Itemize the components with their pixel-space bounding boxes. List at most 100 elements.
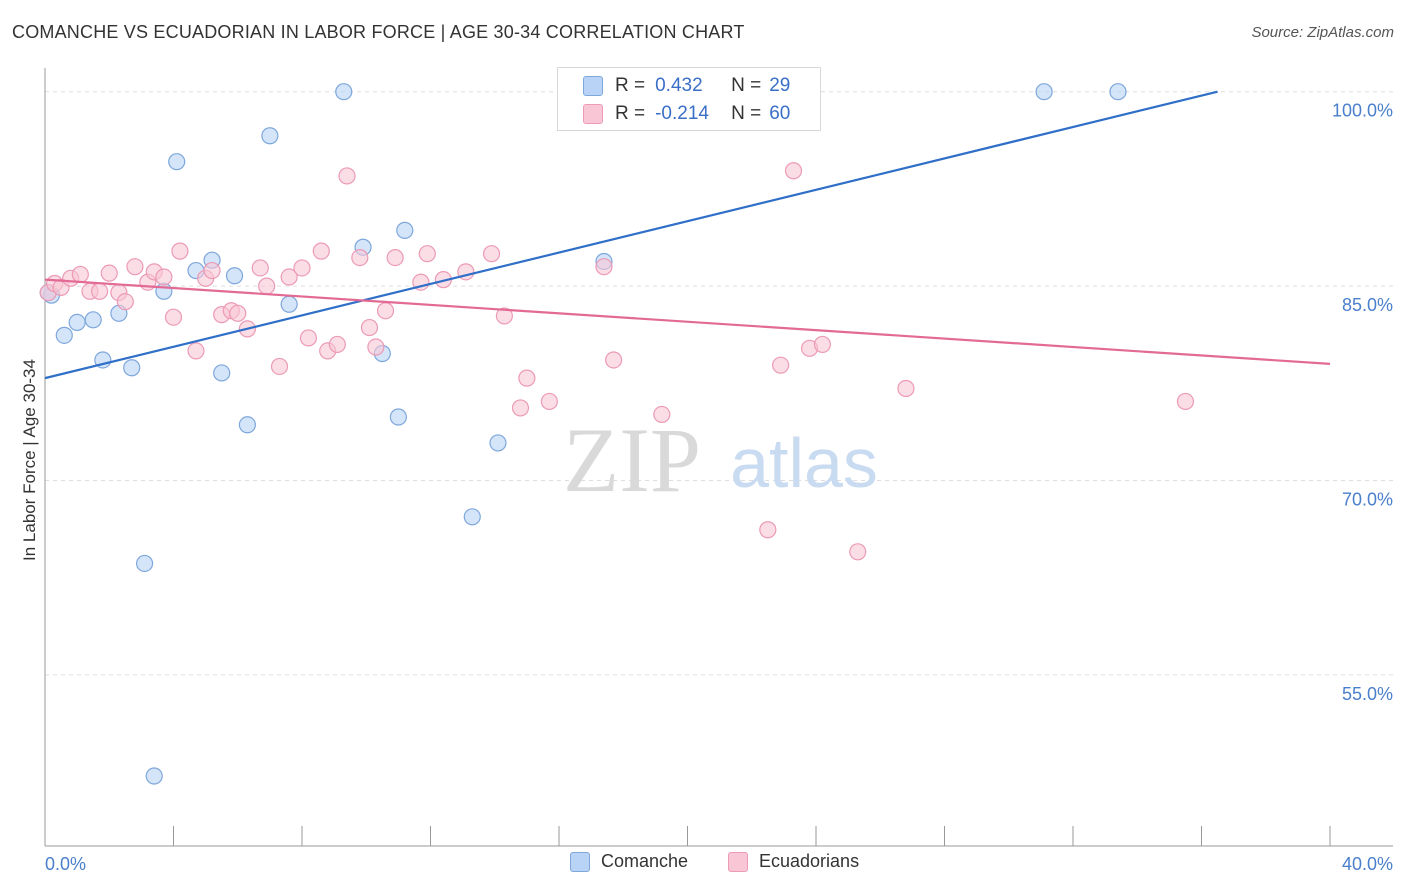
- comanche-point: [389, 408, 407, 426]
- ecuadorian-point: [511, 399, 530, 417]
- ecuadorian-point: [164, 308, 183, 326]
- ecuadorian-point: [270, 357, 289, 376]
- n-label: N =: [731, 103, 762, 124]
- r-value: -0.214: [655, 103, 709, 124]
- ecuadorian-point: [813, 335, 832, 354]
- n-value: 60: [769, 103, 791, 124]
- stats-box: R = 0.432 N = 29 R = -0.214 N = 60: [557, 67, 821, 131]
- comanche-point: [68, 313, 86, 331]
- ecuadorian-point: [338, 167, 356, 185]
- data-points: [39, 83, 1195, 785]
- gridlines: [45, 91, 1393, 676]
- comanche-point: [168, 153, 186, 171]
- ecuadorians-legend-swatch: [728, 851, 748, 872]
- comanche-point: [1109, 83, 1127, 101]
- ecuadorian-point: [849, 543, 867, 561]
- ecuadorian-point: [386, 248, 404, 267]
- ecuadorian-point: [759, 521, 777, 539]
- legend-item-ecuadorians[interactable]: Ecuadorians: [728, 851, 859, 872]
- x-tick-label: 0.0%: [45, 854, 86, 874]
- ecuadorian-point: [351, 248, 369, 267]
- ecuadorian-point: [293, 259, 311, 277]
- legend: Comanche Ecuadorians: [0, 851, 1406, 877]
- ecuadorian-point: [258, 277, 276, 295]
- ecuadorian-point: [187, 342, 205, 360]
- comanche-point: [155, 282, 173, 300]
- ecuadorian-point: [71, 265, 89, 284]
- ecuadorian-point: [91, 282, 109, 300]
- comanche-point: [135, 554, 154, 573]
- n-value: 29: [769, 75, 791, 96]
- ecuadorian-point: [772, 356, 790, 374]
- axes: [44, 68, 1393, 847]
- trend-lines: [44, 90, 1331, 380]
- x-tick-label: 40.0%: [1342, 854, 1393, 874]
- ecuadorian-point: [229, 304, 247, 322]
- comanche-point: [225, 267, 244, 285]
- ecuadorian-point: [312, 242, 330, 260]
- ecuadorians-swatch: [583, 104, 603, 124]
- y-tick-label: 85.0%: [1342, 295, 1393, 315]
- tick-labels: 55.0% 70.0% 85.0% 100.0% 0.0% 40.0%: [45, 101, 1393, 874]
- comanche-point: [55, 326, 73, 344]
- ecuadorian-point: [251, 259, 269, 277]
- ecuadorian-point: [605, 351, 623, 369]
- comanche-point: [1035, 83, 1053, 101]
- legend-item-comanche[interactable]: Comanche: [570, 851, 688, 872]
- watermark-zip: ZIP: [563, 409, 701, 511]
- n-label: N =: [731, 75, 762, 96]
- ecuadorian-point: [482, 245, 501, 263]
- ecuadorian-point: [784, 162, 803, 180]
- ecuadorian-point: [360, 318, 379, 337]
- ecuadorian-point: [299, 329, 318, 347]
- y-tick-label: 55.0%: [1342, 684, 1393, 704]
- ecuadorian-point: [518, 369, 536, 387]
- chart-title: COMANCHE VS ECUADORIAN IN LABOR FORCE | …: [12, 22, 745, 42]
- r-label: R =: [615, 103, 646, 124]
- comanche-swatch: [583, 76, 603, 96]
- ecuadorian-point: [126, 258, 144, 276]
- ecuadorian-point: [653, 405, 671, 424]
- comanche-point: [84, 311, 102, 329]
- comanche-point: [213, 364, 231, 382]
- legend-label-comanche: Comanche: [601, 851, 689, 871]
- watermark-atlas: atlas: [730, 424, 878, 502]
- legend-label-ecuadorians: Ecuadorians: [759, 851, 860, 871]
- ecuadorian-point: [897, 379, 915, 398]
- comanche-point: [238, 416, 256, 434]
- comanche-point: [123, 359, 141, 377]
- ecuadorian-point: [155, 268, 173, 286]
- comanche-point: [463, 508, 481, 526]
- ecuadorian-point: [495, 307, 513, 325]
- stats-row-comanche: R = 0.432 N = 29: [558, 73, 790, 99]
- ecuadorian-point: [280, 268, 298, 286]
- r-value: 0.432: [655, 75, 703, 96]
- comanche-point: [145, 767, 163, 785]
- ecuadorian-point: [367, 338, 385, 356]
- comanche-point: [396, 221, 414, 239]
- ecuadorian-point: [540, 392, 558, 411]
- ecuadorian-trend-line: [44, 278, 1331, 365]
- ecuadorian-point: [116, 293, 134, 311]
- comanche-trend-line: [44, 90, 1218, 380]
- ecuadorian-point: [203, 261, 221, 280]
- stats-row-ecuadorians: R = -0.214 N = 60: [558, 101, 790, 127]
- comanche-point: [261, 127, 279, 145]
- watermark: ZIP atlas: [563, 409, 878, 511]
- ecuadorian-point: [171, 242, 189, 260]
- ecuadorian-point: [376, 302, 395, 320]
- r-label: R =: [615, 75, 646, 96]
- y-tick-label: 70.0%: [1342, 490, 1393, 510]
- comanche-point: [489, 434, 507, 452]
- source-label: Source: ZipAtlas.com: [1251, 24, 1394, 41]
- comanche-point: [335, 83, 353, 101]
- ecuadorian-point: [328, 335, 346, 354]
- ecuadorian-point: [1176, 392, 1195, 411]
- comanche-legend-swatch: [570, 851, 590, 872]
- ecuadorian-point: [100, 264, 118, 282]
- ecuadorian-point: [418, 245, 436, 263]
- ecuadorian-point: [595, 258, 613, 276]
- y-tick-label: 100.0%: [1332, 101, 1393, 121]
- comanche-point: [280, 295, 298, 313]
